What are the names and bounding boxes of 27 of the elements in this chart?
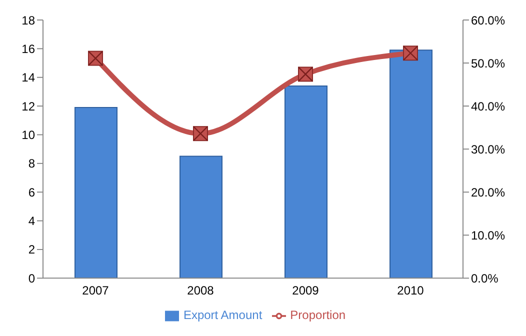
y-tick-label: 4 [28, 214, 36, 228]
y2-tick-label: 10.0% [471, 228, 506, 242]
y-tick-label: 10 [22, 128, 36, 142]
x-tick-label: 2007 [82, 284, 110, 298]
x-tick-label: 2008 [187, 284, 214, 298]
y-tick-label: 0 [28, 271, 36, 286]
bar [284, 85, 328, 278]
y-tick-label: 12 [22, 99, 36, 114]
y-tick-label: 6 [28, 185, 36, 200]
y-tick-label: 2 [28, 242, 36, 257]
legend-label: Export Amount [183, 308, 262, 322]
bar [74, 106, 118, 278]
y-tick-label: 8 [28, 156, 36, 171]
y-tick-label: 16 [22, 42, 36, 56]
y2-tick-label: 0.0% [471, 271, 499, 286]
y2-tick-label: 30.0% [471, 142, 506, 156]
y-tick-label: 18 [22, 13, 36, 28]
bar [180, 156, 222, 278]
y2-tick-label: 40.0% [471, 99, 506, 114]
y-tick-label: 14 [22, 70, 36, 85]
legend-label: Proportion [290, 308, 346, 322]
y2-tick-label: 20.0% [471, 185, 506, 200]
y2-tick-label: 50.0% [471, 56, 506, 70]
bar [390, 50, 432, 278]
x-tick-label: 2010 [397, 284, 424, 298]
x-tick-label: 2009 [292, 284, 320, 298]
y2-tick-label: 60.0% [471, 13, 506, 28]
